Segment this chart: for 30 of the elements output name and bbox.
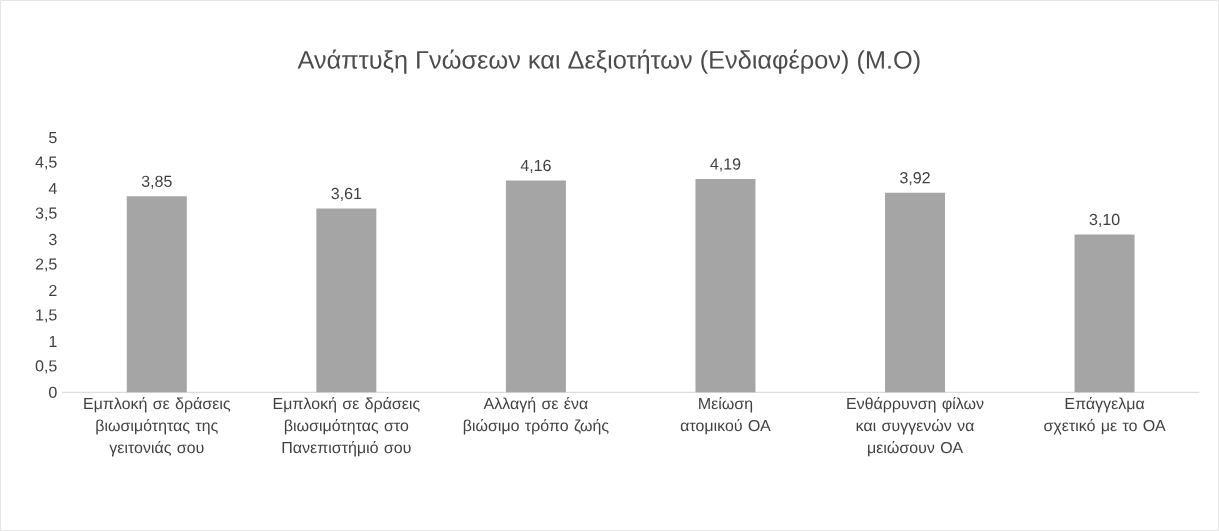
bar xyxy=(1074,234,1135,393)
x-tick-label: Επάγγελμα σχετικό με το ΟΑ xyxy=(1044,397,1166,435)
x-tick-label: Μείωση ατομικού ΟΑ xyxy=(680,397,771,435)
bar xyxy=(695,178,756,393)
data-label: 3,92 xyxy=(900,172,930,186)
y-tick-label: 4 xyxy=(48,183,57,195)
data-label: 3,61 xyxy=(331,187,362,202)
y-tick-label: 3,5 xyxy=(35,207,57,221)
data-label: 3,85 xyxy=(141,175,172,189)
bar xyxy=(316,208,377,393)
data-label: 4,19 xyxy=(710,158,741,172)
y-tick-label: 4,5 xyxy=(35,156,57,170)
y-tick-label: 5 xyxy=(49,132,57,144)
y-tick-label: 1,5 xyxy=(36,309,57,323)
y-tick-label: 2 xyxy=(49,284,57,297)
y-tick-label: 2,5 xyxy=(35,258,57,272)
bar xyxy=(126,196,187,393)
x-tick-label: Εμπλοκή σε δράσεις βιωσιμότητας στο Πανεπιστήμιό σου xyxy=(273,397,420,457)
y-tick-label: 0,5 xyxy=(35,360,57,374)
y-tick-label: 1 xyxy=(49,335,57,347)
x-tick-label: Ενθάρρυνση φίλων και συγγενών να μειώσουν ΟΑ xyxy=(847,397,984,457)
chart-title: Ανάπτυξη Γνώσεων και Δεξιοτήτων (Ενδιαφέρον) (Μ.Ο) xyxy=(297,49,920,74)
data-label: 3,10 xyxy=(1089,213,1120,228)
data-label: 4,16 xyxy=(520,159,551,174)
bar xyxy=(505,180,566,393)
x-tick-label: Αλλαγή σε ένα βιώσιμο τρόπο ζωής xyxy=(463,397,609,435)
y-tick-label: 3 xyxy=(49,233,57,246)
x-tick-label: Εμπλοκή σε δράσεις βιωσιμότητας της γειτονιάς σου xyxy=(84,397,231,457)
y-tick-label: 0 xyxy=(49,386,57,398)
bar xyxy=(885,192,945,393)
